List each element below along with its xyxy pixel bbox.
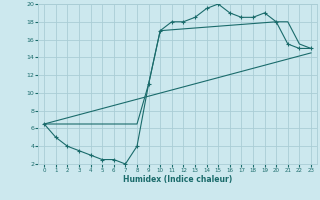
X-axis label: Humidex (Indice chaleur): Humidex (Indice chaleur) [123, 175, 232, 184]
